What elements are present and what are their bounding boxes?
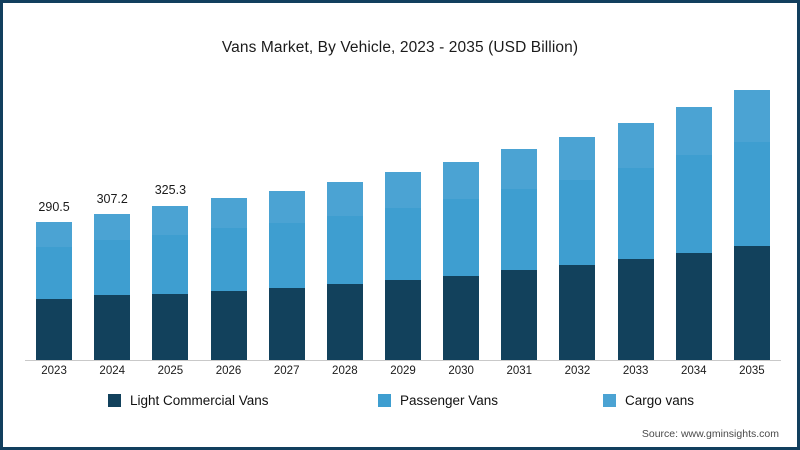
bar-segment-passenger-vans bbox=[36, 246, 73, 300]
bar-segment-light-commercial-vans bbox=[675, 252, 712, 360]
bar-value-label: 307.2 bbox=[96, 192, 128, 207]
bar-segment-cargo-vans bbox=[268, 190, 305, 223]
bar-segment-light-commercial-vans bbox=[210, 290, 247, 360]
x-axis-tick-label: 2033 bbox=[622, 365, 649, 377]
bar-segment-light-commercial-vans bbox=[617, 259, 654, 360]
bar-segment-passenger-vans bbox=[559, 179, 596, 266]
bar-segment-cargo-vans bbox=[36, 222, 73, 247]
bar-segment-light-commercial-vans bbox=[733, 246, 770, 360]
bar-segment-light-commercial-vans bbox=[559, 265, 596, 360]
bar-segment-light-commercial-vans bbox=[385, 280, 421, 360]
x-axis-tick-label: 2029 bbox=[390, 365, 416, 377]
bar-segment-passenger-vans bbox=[733, 141, 770, 246]
bar-segment-passenger-vans bbox=[326, 215, 363, 285]
bar-segment-cargo-vans bbox=[675, 106, 712, 155]
bar-segment-cargo-vans bbox=[94, 214, 131, 241]
x-axis-tick-label: 2026 bbox=[215, 365, 242, 377]
bar-segment-passenger-vans bbox=[268, 222, 305, 288]
bar-group[interactable] bbox=[268, 190, 305, 360]
bar-segment-light-commercial-vans bbox=[152, 293, 189, 360]
x-axis-tick-label: 2027 bbox=[273, 365, 300, 377]
bar-segment-passenger-vans bbox=[675, 154, 712, 253]
legend-item-light-commercial-vans[interactable]: Light Commercial Vans bbox=[108, 393, 269, 408]
chart-legend: Light Commercial Vans Passenger Vans Car… bbox=[3, 393, 797, 415]
bar-segment-light-commercial-vans bbox=[36, 299, 73, 360]
bar-segment-light-commercial-vans bbox=[443, 275, 480, 360]
bar-segment-light-commercial-vans bbox=[326, 284, 363, 360]
bar-group[interactable] bbox=[36, 222, 73, 360]
legend-label: Cargo vans bbox=[625, 393, 695, 408]
bar-group[interactable] bbox=[210, 198, 247, 360]
bar-group[interactable] bbox=[617, 122, 654, 360]
source-attribution: Source: www.gminsights.com bbox=[641, 428, 779, 440]
legend-item-passenger-vans[interactable]: Passenger Vans bbox=[378, 393, 498, 408]
x-axis-tick-label: 2028 bbox=[332, 365, 358, 377]
x-axis-tick-label: 2024 bbox=[99, 365, 126, 377]
bar-segment-passenger-vans bbox=[210, 228, 247, 291]
x-axis-tick-label: 2032 bbox=[564, 365, 591, 377]
x-axis-tick-label: 2031 bbox=[506, 365, 533, 377]
bar-segment-passenger-vans bbox=[443, 199, 480, 276]
bar-group[interactable] bbox=[326, 181, 363, 360]
bar-group[interactable] bbox=[733, 90, 770, 360]
bar-segment-light-commercial-vans bbox=[94, 295, 131, 360]
bar-group[interactable] bbox=[443, 161, 480, 360]
bar-group[interactable] bbox=[675, 106, 712, 360]
bar-value-label: 325.3 bbox=[154, 183, 187, 198]
legend-item-cargo-vans[interactable]: Cargo vans bbox=[603, 393, 694, 408]
bar-segment-passenger-vans bbox=[501, 188, 538, 271]
bar-segment-cargo-vans bbox=[385, 171, 421, 208]
bar-segment-cargo-vans bbox=[443, 161, 480, 200]
x-axis-tick-label: 2035 bbox=[739, 365, 765, 377]
bar-segment-passenger-vans bbox=[617, 167, 654, 260]
bar-segment-cargo-vans bbox=[210, 198, 247, 229]
bar-segment-cargo-vans bbox=[559, 137, 596, 180]
legend-swatch-icon bbox=[603, 394, 616, 407]
x-axis-tick-label: 2023 bbox=[41, 365, 67, 377]
bar-value-label: 290.5 bbox=[38, 200, 70, 214]
bar-group[interactable] bbox=[152, 205, 189, 360]
bar-segment-cargo-vans bbox=[326, 181, 363, 216]
bar-segment-light-commercial-vans bbox=[268, 287, 305, 360]
bar-segment-light-commercial-vans bbox=[501, 270, 538, 360]
bar-segment-cargo-vans bbox=[152, 205, 189, 235]
bar-segment-cargo-vans bbox=[733, 90, 770, 142]
bar-group[interactable] bbox=[385, 171, 421, 360]
bar-segment-passenger-vans bbox=[152, 234, 189, 294]
bar-group[interactable] bbox=[94, 214, 131, 360]
bar-group[interactable] bbox=[501, 148, 538, 360]
bar-segment-cargo-vans bbox=[617, 122, 654, 168]
plot-area bbox=[25, 75, 781, 360]
x-axis-tick-label: 2025 bbox=[157, 365, 184, 377]
bar-segment-passenger-vans bbox=[94, 240, 131, 296]
x-axis-tick-label: 2030 bbox=[448, 365, 474, 377]
legend-swatch-icon bbox=[378, 394, 391, 407]
legend-swatch-icon bbox=[108, 394, 121, 407]
chart-title: Vans Market, By Vehicle, 2023 - 2035 (US… bbox=[221, 39, 579, 56]
x-axis-tick-label: 2034 bbox=[680, 365, 707, 377]
legend-label: Passenger Vans bbox=[400, 393, 499, 408]
bar-segment-passenger-vans bbox=[385, 207, 421, 281]
bar-segment-cargo-vans bbox=[501, 148, 538, 189]
bar-group[interactable] bbox=[559, 137, 596, 360]
legend-label: Light Commercial Vans bbox=[130, 393, 269, 408]
x-axis-line bbox=[25, 360, 781, 361]
